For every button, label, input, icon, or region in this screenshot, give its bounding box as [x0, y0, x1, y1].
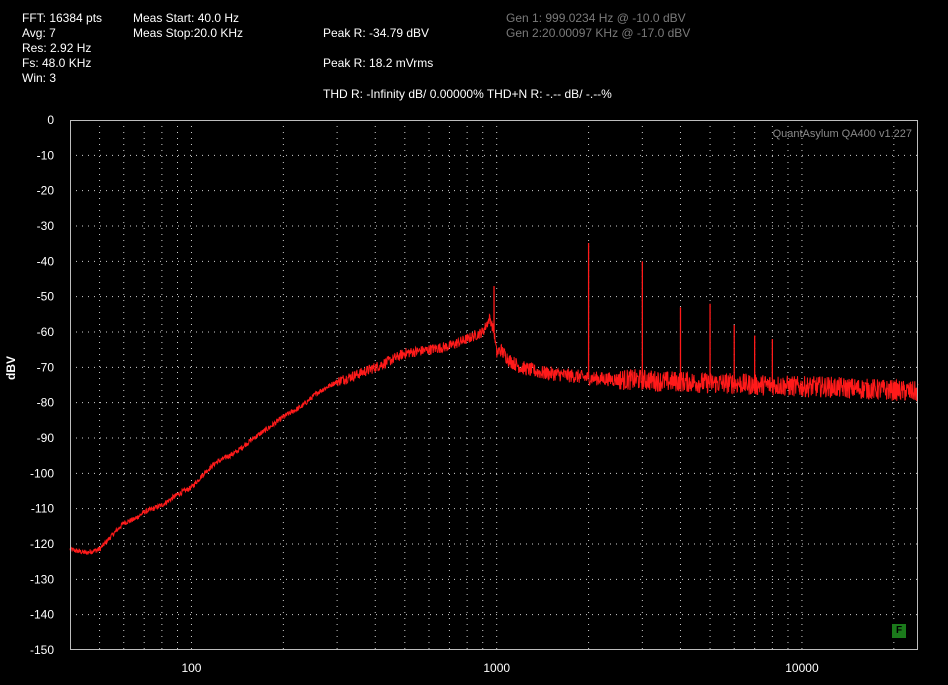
resolution: Res: 2.92 Hz — [22, 41, 92, 55]
window-type: Win: 3 — [22, 71, 57, 85]
watermark: QuantAsylum QA400 v1.227 — [772, 128, 912, 140]
spectrum-trace — [69, 242, 919, 555]
y-tick-label: -30 — [37, 219, 55, 233]
plot-area[interactable] — [70, 120, 918, 650]
x-tick-label: 100 — [181, 661, 201, 675]
x-tick-label: 10000 — [785, 661, 819, 675]
y-tick-label: -130 — [30, 572, 54, 586]
peak-mvrms: Peak R: 18.2 mVrms — [323, 56, 434, 70]
thd-readout: THD R: -Infinity dB/ 0.00000% THD+N R: -… — [323, 87, 612, 101]
y-tick-label: -80 — [37, 396, 55, 410]
generator-2: Gen 2:20.00097 KHz @ -17.0 dBV — [506, 26, 691, 40]
fft-size: FFT: 16384 pts — [22, 11, 103, 25]
y-tick-label: -20 — [37, 184, 55, 198]
avg-count: Avg: 7 — [22, 26, 56, 40]
generator-1: Gen 1: 999.0234 Hz @ -10.0 dBV — [506, 11, 686, 25]
y-tick-label: -140 — [30, 608, 54, 622]
x-tick-label: 1000 — [483, 661, 510, 675]
y-tick-label: -110 — [31, 502, 54, 516]
y-tick-labels: 0 -10 -20 -30 -40 -50 -60 -70 -80 -90 -100 -110 -120… — [30, 113, 54, 657]
y-tick-label: -60 — [37, 325, 55, 339]
y-tick-label: -150 — [30, 643, 54, 657]
y-tick-label: -10 — [37, 148, 55, 162]
y-tick-label: -100 — [30, 466, 54, 480]
sample-rate: Fs: 48.0 KHz — [22, 56, 92, 70]
meas-start: Meas Start: 40.0 Hz — [133, 11, 240, 25]
flag-indicator[interactable]: F — [892, 624, 906, 638]
y-tick-label: -70 — [37, 360, 55, 374]
meas-stop: Meas Stop:20.0 KHz — [133, 26, 244, 40]
y-tick-label: -50 — [37, 290, 55, 304]
y-tick-label: 0 — [47, 113, 54, 127]
y-tick-label: -40 — [37, 254, 55, 268]
y-tick-label: -90 — [37, 431, 55, 445]
x-tick-labels: 100 1000 10000 — [181, 661, 819, 675]
peak-dbv: Peak R: -34.79 dBV — [323, 26, 430, 40]
y-tick-label: -120 — [30, 537, 54, 551]
